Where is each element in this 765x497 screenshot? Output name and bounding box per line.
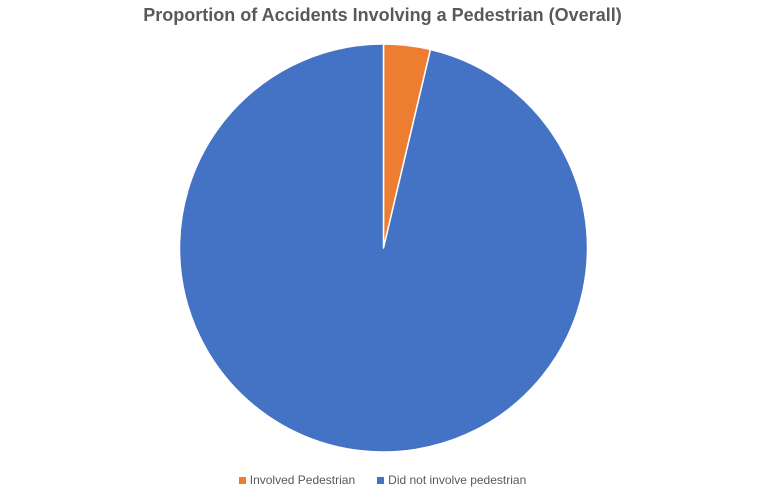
legend-swatch-did-not-involve-pedestrian	[377, 476, 385, 484]
chart-legend: Involved Pedestrian Did not involve pede…	[0, 473, 765, 487]
pie-slice-did-not-involve-pedestrian	[178, 43, 589, 453]
legend-item-involved-pedestrian: Involved Pedestrian	[238, 473, 356, 487]
legend-label-did-not-involve-pedestrian: Did not involve pedestrian	[388, 473, 527, 487]
chart-title: Proportion of Accidents Involving a Pede…	[143, 5, 622, 25]
legend-item-did-not-involve-pedestrian: Did not involve pedestrian	[377, 473, 526, 487]
legend-swatch-involved-pedestrian	[238, 476, 246, 484]
legend-label-involved-pedestrian: Involved Pedestrian	[249, 473, 356, 487]
